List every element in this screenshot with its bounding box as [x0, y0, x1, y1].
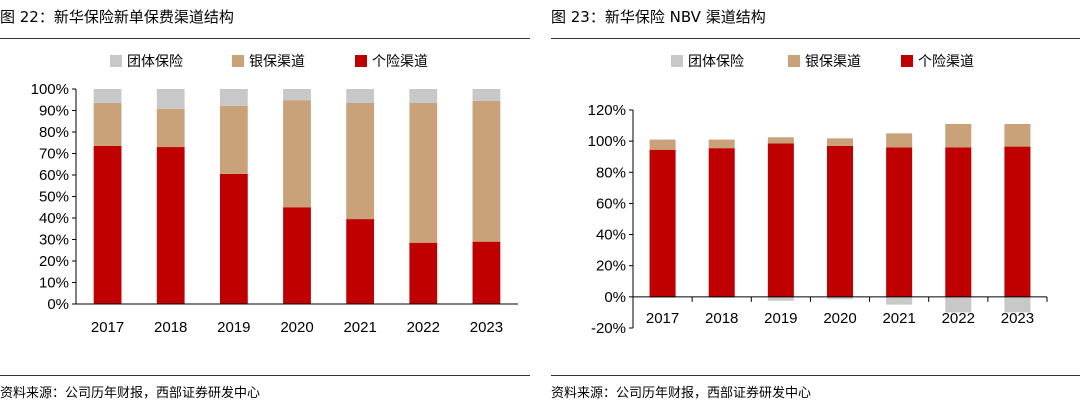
- bar-团体保险-2021: [346, 89, 375, 103]
- bar-团体保险-2022: [945, 296, 972, 313]
- bar-银保渠道-2022: [409, 102, 438, 243]
- legend-label: 银保渠道: [249, 53, 305, 69]
- y-tick-label: -20%: [591, 320, 626, 337]
- y-tick-label: 20%: [596, 258, 626, 275]
- bar-银保渠道-2023: [1004, 124, 1031, 147]
- figure-23-top-rule: [551, 38, 1080, 39]
- x-tick-label: 2018: [705, 310, 738, 327]
- y-tick-label: 100%: [31, 81, 69, 98]
- x-tick-label: 2022: [942, 310, 975, 327]
- legend-label: 个险渠道: [372, 53, 428, 69]
- y-tick-label: 40%: [39, 210, 69, 227]
- legend-label: 团体保险: [127, 53, 183, 69]
- x-tick-label: 2021: [343, 319, 376, 336]
- bar-个险渠道-2019: [219, 173, 248, 304]
- y-tick-label: 10%: [39, 275, 69, 292]
- bar-团体保险-2019: [767, 296, 794, 301]
- bar-个险渠道-2020: [283, 207, 311, 304]
- bar-团体保险-2019: [219, 89, 248, 106]
- bar-银保渠道-2021: [886, 133, 913, 148]
- bar-团体保险-2020: [283, 89, 311, 101]
- bar-银保渠道-2022: [945, 124, 972, 148]
- y-tick-label: 60%: [596, 195, 626, 212]
- legend-swatch-2: [355, 55, 367, 67]
- figure-23-title: 图 23：新华保险 NBV 渠道结构: [551, 8, 766, 26]
- x-tick-label: 2018: [154, 319, 187, 336]
- legend-label: 个险渠道: [918, 53, 974, 69]
- x-tick-label: 2019: [764, 310, 797, 327]
- legend-swatch-1: [232, 55, 244, 67]
- bar-个险渠道-2018: [708, 148, 735, 297]
- bar-银保渠道-2023: [472, 100, 501, 242]
- bar-团体保险-2021: [886, 296, 913, 305]
- bar-团体保险-2020: [826, 296, 854, 300]
- figure-22-source: 资料来源：公司历年财报，西部证券研发中心: [0, 386, 261, 401]
- y-tick-label: 80%: [596, 164, 626, 181]
- legend-swatch-1: [788, 55, 800, 67]
- bar-团体保险-2018: [156, 89, 185, 109]
- x-tick-label: 2017: [646, 310, 679, 327]
- bar-银保渠道-2018: [156, 108, 185, 148]
- bar-个险渠道-2022: [409, 242, 438, 304]
- bar-个险渠道-2023: [1004, 146, 1031, 297]
- bar-个险渠道-2017: [93, 145, 122, 304]
- bar-团体保险-2017: [93, 89, 122, 103]
- figure-22-bottom-rule: [0, 375, 530, 376]
- y-tick-label: 50%: [39, 189, 69, 206]
- y-tick-label: 30%: [39, 232, 69, 249]
- y-tick-label: 0%: [604, 289, 626, 306]
- y-tick-label: 70%: [39, 146, 69, 163]
- bar-个险渠道-2020: [826, 145, 854, 297]
- y-tick-label: 120%: [588, 102, 626, 119]
- bar-团体保险-2023: [472, 89, 501, 101]
- x-tick-label: 2021: [882, 310, 915, 327]
- bar-个险渠道-2021: [886, 147, 913, 297]
- figure-23-bottom-rule: [551, 375, 1080, 376]
- bar-银保渠道-2021: [346, 102, 375, 220]
- y-tick-label: 40%: [596, 227, 626, 244]
- bar-个险渠道-2018: [156, 147, 185, 304]
- x-tick-label: 2020: [280, 319, 313, 336]
- bar-银保渠道-2020: [826, 138, 854, 146]
- bar-个险渠道-2019: [767, 143, 794, 297]
- bar-团体保险-2023: [1004, 296, 1031, 313]
- y-tick-label: 60%: [39, 167, 69, 184]
- bar-团体保险-2022: [409, 89, 438, 103]
- bar-银保渠道-2018: [708, 139, 735, 149]
- bar-银保渠道-2019: [219, 105, 248, 174]
- figure-22-top-rule: [0, 38, 530, 39]
- bar-银保渠道-2020: [283, 100, 311, 208]
- figure-22-chart: 团体保险 银保渠道 个险渠道 0% 10% 20% 30% 40% 50% 60% 70% 80% 90…: [31, 53, 518, 336]
- bar-个险渠道-2023: [472, 241, 501, 304]
- x-tick-label: 2020: [823, 310, 856, 327]
- figure-23-source: 资料来源：公司历年财报，西部证券研发中心: [551, 386, 812, 401]
- y-tick-label: 0%: [47, 296, 69, 313]
- legend-swatch-0: [110, 55, 122, 67]
- legend-label: 团体保险: [688, 53, 744, 69]
- bar-银保渠道-2017: [649, 139, 676, 150]
- x-tick-label: 2017: [91, 319, 124, 336]
- bar-个险渠道-2022: [945, 147, 972, 297]
- x-tick-label: 2023: [470, 319, 503, 336]
- x-tick-label: 2023: [1001, 310, 1034, 327]
- y-tick-label: 80%: [39, 124, 69, 141]
- figure-23-chart: 团体保险 银保渠道 个险渠道 -20% 0% 20% 40% 60% 80% 100% 120% 20…: [588, 53, 1048, 337]
- figure-22-panel: 图 22：新华保险新单保费渠道结构 团体保险 银保渠道 个险渠道 0% 10% 20% 30…: [0, 0, 530, 410]
- legend-label: 银保渠道: [805, 53, 861, 69]
- x-tick-label: 2019: [217, 319, 250, 336]
- bar-个险渠道-2017: [649, 149, 676, 297]
- legend-swatch-0: [671, 55, 683, 67]
- y-tick-label: 100%: [588, 133, 626, 150]
- figure-22-title: 图 22：新华保险新单保费渠道结构: [0, 8, 234, 26]
- figure-23-panel: 图 23：新华保险 NBV 渠道结构 团体保险 银保渠道 个险渠道 -20% 0% 20%…: [551, 0, 1080, 410]
- x-tick-label: 2022: [407, 319, 440, 336]
- y-tick-label: 90%: [39, 103, 69, 120]
- bar-银保渠道-2017: [93, 102, 122, 146]
- bar-银保渠道-2019: [767, 137, 794, 144]
- bar-个险渠道-2021: [346, 219, 375, 304]
- legend-swatch-2: [901, 55, 913, 67]
- y-tick-label: 20%: [39, 253, 69, 270]
